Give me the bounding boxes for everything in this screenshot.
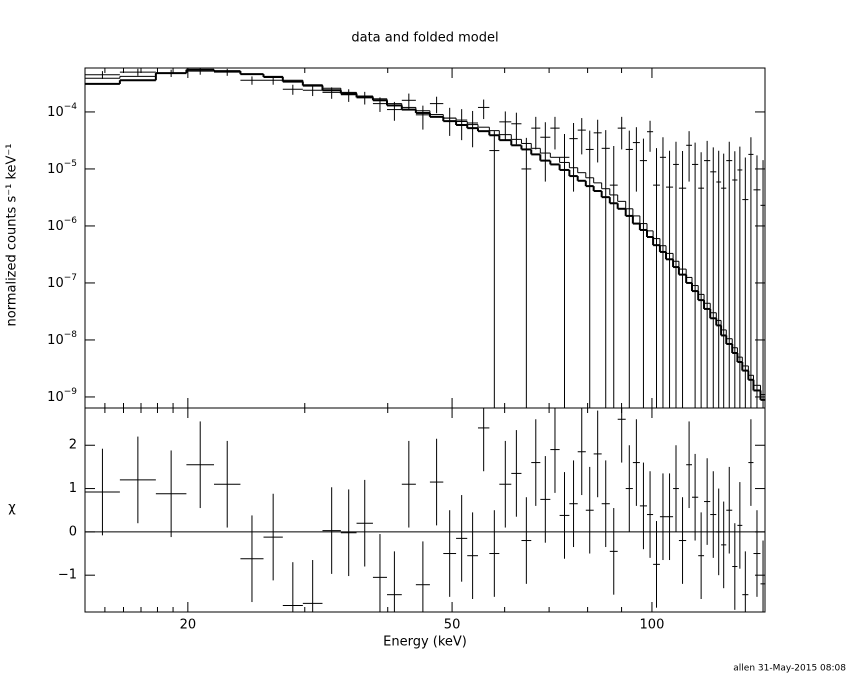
y-tick-base: 10 bbox=[47, 218, 64, 233]
y-tick-exponent: −4 bbox=[64, 101, 78, 111]
y-tick-label: 2 bbox=[69, 438, 77, 453]
y-tick-label: 10−9 bbox=[47, 386, 77, 404]
y-tick-base: 10 bbox=[47, 161, 64, 176]
y-tick-exponent: −7 bbox=[64, 272, 77, 282]
y-axis-label: χ bbox=[8, 501, 16, 516]
footer: allen 31-May-2015 08:08 bbox=[733, 664, 846, 674]
y-tick-label: 10−4 bbox=[47, 101, 77, 119]
y-tick-base: 10 bbox=[47, 104, 64, 119]
y-tick-base: 10 bbox=[47, 389, 64, 404]
plot-frame bbox=[84, 407, 766, 613]
y-tick-exponent: −9 bbox=[64, 386, 78, 396]
y-tick-exponent: −5 bbox=[64, 158, 77, 168]
y-tick-label: 10−6 bbox=[47, 215, 77, 233]
x-axis-label: Energy (keV) bbox=[383, 635, 467, 650]
chart-title: data and folded model bbox=[351, 31, 498, 46]
x-tick-label: 50 bbox=[444, 618, 461, 633]
y-tick-base: 10 bbox=[47, 332, 64, 347]
y-tick-label: −1 bbox=[58, 568, 77, 583]
y-tick-label: 1 bbox=[69, 481, 77, 496]
y-tick-label: 10−5 bbox=[47, 158, 77, 176]
y-tick-label: 10−8 bbox=[47, 329, 77, 347]
y-tick-label: 0 bbox=[69, 524, 77, 539]
y-tick-base: 10 bbox=[47, 275, 64, 290]
y-tick-exponent: −8 bbox=[64, 329, 78, 339]
y-tick-label: 10−7 bbox=[47, 272, 77, 290]
y-axis-label: normalized counts s⁻¹ keV⁻¹ bbox=[5, 144, 20, 327]
x-tick-label: 20 bbox=[180, 618, 197, 633]
y-tick-exponent: −6 bbox=[64, 215, 78, 225]
x-tick-label: 100 bbox=[640, 618, 665, 633]
